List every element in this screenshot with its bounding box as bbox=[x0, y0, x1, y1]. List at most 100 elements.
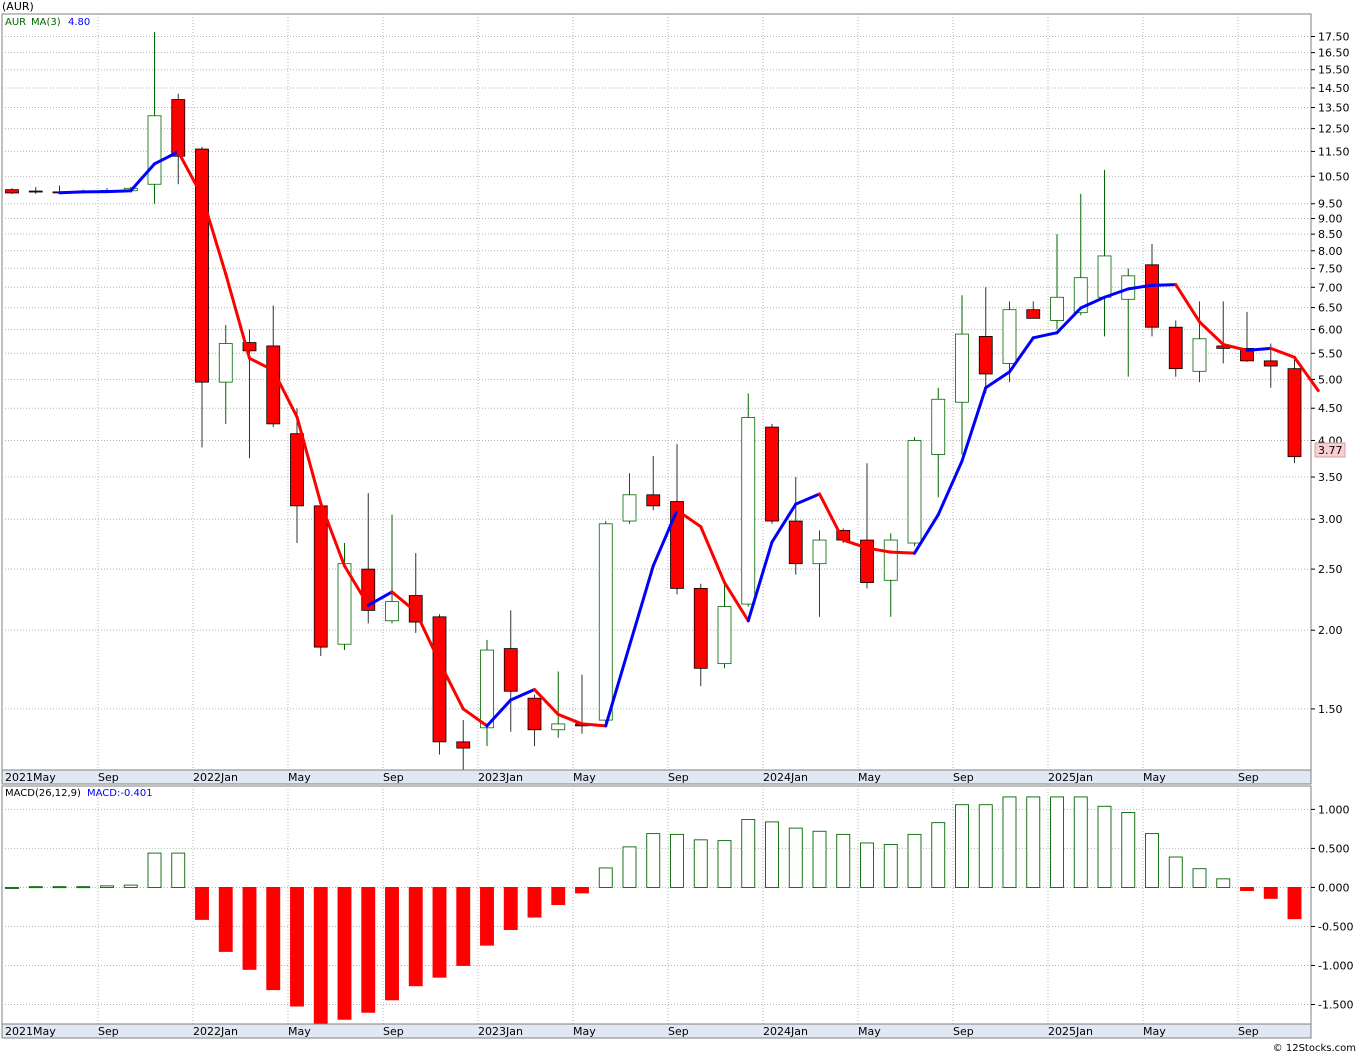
ma-segment bbox=[248, 356, 275, 372]
last-price-box bbox=[1314, 442, 1346, 458]
price-y-tick-label: 6.00 bbox=[1318, 323, 1343, 336]
macd-y-axis: 1.000 0.500 0.000 -0.500 -1.000 -1.500 bbox=[1311, 803, 1353, 1011]
candle-body bbox=[28, 190, 43, 193]
ma-segment bbox=[153, 150, 180, 166]
macd-bar bbox=[1002, 796, 1017, 888]
candle-body bbox=[741, 417, 756, 605]
candle-body bbox=[907, 440, 922, 544]
candle-body bbox=[1050, 296, 1064, 321]
macd-bar bbox=[1216, 878, 1231, 888]
macd-bar bbox=[1050, 796, 1064, 888]
ma-segment bbox=[105, 189, 133, 194]
candle-body bbox=[1168, 326, 1183, 370]
macd-bar bbox=[480, 886, 494, 946]
candle-body bbox=[1026, 309, 1041, 319]
macd-x-axis-band bbox=[1, 1023, 1312, 1039]
candle-body bbox=[266, 345, 281, 425]
price-x-tick-label: 2022Jan bbox=[193, 771, 238, 784]
price-x-tick-label: Sep bbox=[953, 771, 974, 784]
ma-segment bbox=[984, 370, 1011, 390]
candle-body bbox=[313, 505, 328, 648]
ma-segment bbox=[1103, 287, 1130, 299]
macd-x-tick-label: May bbox=[573, 1025, 596, 1038]
macd-bar bbox=[788, 827, 803, 888]
macd-bar bbox=[28, 886, 43, 889]
ma-segment bbox=[295, 415, 323, 505]
candle-body bbox=[1192, 338, 1207, 372]
ma-segment bbox=[889, 550, 916, 555]
ma-segment bbox=[485, 698, 513, 728]
candle-body bbox=[195, 148, 209, 383]
macd-bar bbox=[266, 886, 281, 991]
macd-x-tick-label: 2021May bbox=[5, 1025, 56, 1038]
price-x-axis: 2021May Sep 2022Jan May Sep 2023Jan May Sep 2024… bbox=[1, 769, 1312, 785]
macd-bar bbox=[408, 886, 423, 987]
ma-segment bbox=[865, 546, 893, 554]
price-x-tick-label: Sep bbox=[1238, 771, 1259, 784]
macd-x-tick-label: Sep bbox=[383, 1025, 404, 1038]
ma-segment bbox=[509, 688, 536, 702]
price-x-tick-label: May bbox=[573, 771, 596, 784]
ma-legend-value: 4.80 bbox=[68, 17, 90, 28]
price-y-tick-label: 8.50 bbox=[1318, 228, 1343, 241]
candle-body bbox=[551, 723, 566, 731]
price-y-tick-label: 5.50 bbox=[1318, 347, 1343, 360]
candle-body bbox=[670, 501, 684, 589]
ma-legend-label: MA(3) bbox=[31, 17, 61, 28]
price-x-tick-label: 2025Jan bbox=[1048, 771, 1093, 784]
macd-bar bbox=[860, 842, 874, 888]
candle-body bbox=[1263, 360, 1278, 367]
candle-body bbox=[931, 398, 946, 455]
ma-segment bbox=[390, 590, 418, 614]
macd-bar bbox=[836, 833, 851, 888]
macd-bar bbox=[765, 821, 779, 888]
price-x-tick-label: May bbox=[1143, 771, 1166, 784]
price-x-tick-label: Sep bbox=[668, 771, 689, 784]
candle-body bbox=[5, 189, 19, 194]
macd-legend-value: MACD:-0.401 bbox=[87, 788, 153, 799]
macd-y-tick-label: -1.000 bbox=[1318, 959, 1353, 972]
macd-x-tick-label: 2022Jan bbox=[193, 1025, 238, 1038]
price-y-tick-label: 14.50 bbox=[1318, 82, 1350, 95]
macd-bar bbox=[385, 886, 399, 1001]
candle-body bbox=[503, 648, 518, 692]
ma-segment bbox=[366, 590, 394, 607]
ma-segment bbox=[1221, 342, 1249, 352]
macd-x-tick-label: Sep bbox=[668, 1025, 689, 1038]
macd-bar bbox=[670, 833, 684, 888]
candle-body bbox=[432, 616, 447, 743]
price-y-tick-label: 9.00 bbox=[1318, 213, 1343, 226]
candle-body bbox=[598, 523, 613, 721]
macd-bar bbox=[622, 846, 637, 888]
ma-segment bbox=[841, 538, 869, 550]
ma-segment bbox=[556, 712, 584, 726]
price-y-tick-label: 12.50 bbox=[1318, 123, 1350, 136]
candle-body bbox=[955, 333, 969, 403]
price-y-tick-label: 13.50 bbox=[1318, 102, 1350, 115]
ma-segment bbox=[224, 272, 251, 360]
ma-segment bbox=[176, 150, 204, 198]
macd-x-tick-label: May bbox=[1143, 1025, 1166, 1038]
price-x-tick-label: May bbox=[288, 771, 311, 784]
ma-segment bbox=[58, 190, 85, 195]
macd-bar bbox=[1026, 796, 1041, 888]
price-y-tick-label: 7.00 bbox=[1318, 281, 1343, 294]
price-y-tick-label: 6.50 bbox=[1318, 302, 1343, 315]
macd-x-tick-label: Sep bbox=[953, 1025, 974, 1038]
macd-bar bbox=[313, 886, 328, 1025]
candle-body bbox=[480, 649, 494, 729]
ma-line bbox=[58, 150, 1320, 728]
ma-segment bbox=[1008, 336, 1035, 374]
macd-bar bbox=[646, 833, 661, 888]
ma-segment bbox=[580, 722, 608, 728]
ma-segment bbox=[343, 564, 370, 607]
ma-segment bbox=[1150, 283, 1178, 287]
last-price-label: 3.77 bbox=[1318, 444, 1343, 457]
macd-y-tick-label: 0.000 bbox=[1318, 881, 1350, 894]
macd-bar bbox=[598, 867, 613, 888]
macd-x-tick-label: Sep bbox=[1238, 1025, 1259, 1038]
price-y-tick-label: 17.50 bbox=[1318, 31, 1350, 44]
macd-y-tick-label: 0.500 bbox=[1318, 842, 1350, 855]
macd-bar bbox=[76, 886, 91, 889]
